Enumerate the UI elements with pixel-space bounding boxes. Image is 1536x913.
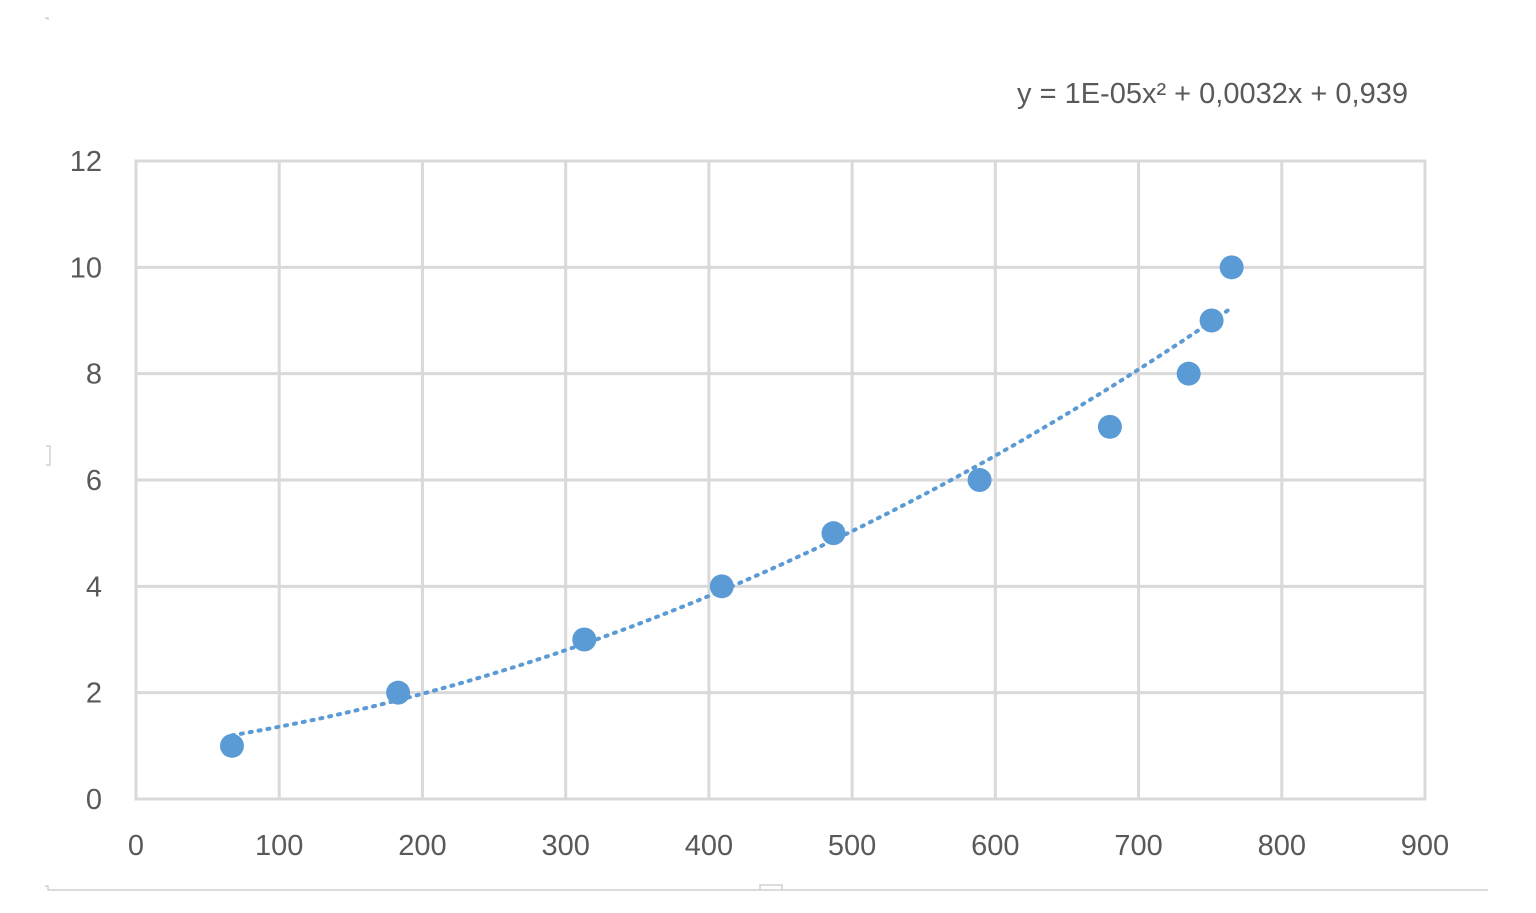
data-point <box>572 627 597 652</box>
x-tick-label: 500 <box>828 830 876 862</box>
trendline-equation: y = 1E-05x² + 0,0032x + 0,939 <box>1017 78 1408 110</box>
trendline-layer <box>230 305 1234 738</box>
data-point <box>709 574 734 599</box>
x-tick-label: 0 <box>128 830 144 862</box>
frame-edge-marks <box>45 17 1488 891</box>
data-points <box>219 255 1244 758</box>
data-point <box>821 521 846 546</box>
trendline-curve <box>230 305 1234 738</box>
axis-tick-labels: 0 100 200 300 400 500 600 700 800 900 0 2 4 6 8 10 12 <box>70 146 1449 862</box>
data-point <box>386 680 411 705</box>
x-tick-label: 400 <box>685 830 733 862</box>
x-tick-label: 600 <box>971 830 1019 862</box>
x-tick-label: 700 <box>1114 830 1162 862</box>
x-tick-label: 100 <box>255 830 303 862</box>
x-tick-label: 800 <box>1258 830 1306 862</box>
data-point <box>1219 255 1244 280</box>
y-tick-label: 8 <box>86 359 102 391</box>
y-tick-label: 10 <box>70 252 102 284</box>
data-point <box>1176 361 1201 386</box>
y-tick-label: 12 <box>70 146 102 178</box>
data-point <box>1199 308 1224 333</box>
y-tick-label: 6 <box>86 465 102 497</box>
y-tick-label: 0 <box>86 784 102 816</box>
x-tick-label: 200 <box>398 830 446 862</box>
x-tick-label: 300 <box>541 830 589 862</box>
data-point <box>1097 414 1122 439</box>
grid-lines <box>134 159 1427 801</box>
data-point <box>967 468 992 492</box>
y-tick-label: 2 <box>86 678 102 710</box>
data-point <box>219 733 244 758</box>
x-tick-label: 900 <box>1401 830 1449 862</box>
plot-frame <box>134 159 1427 801</box>
y-tick-label: 4 <box>86 571 102 603</box>
